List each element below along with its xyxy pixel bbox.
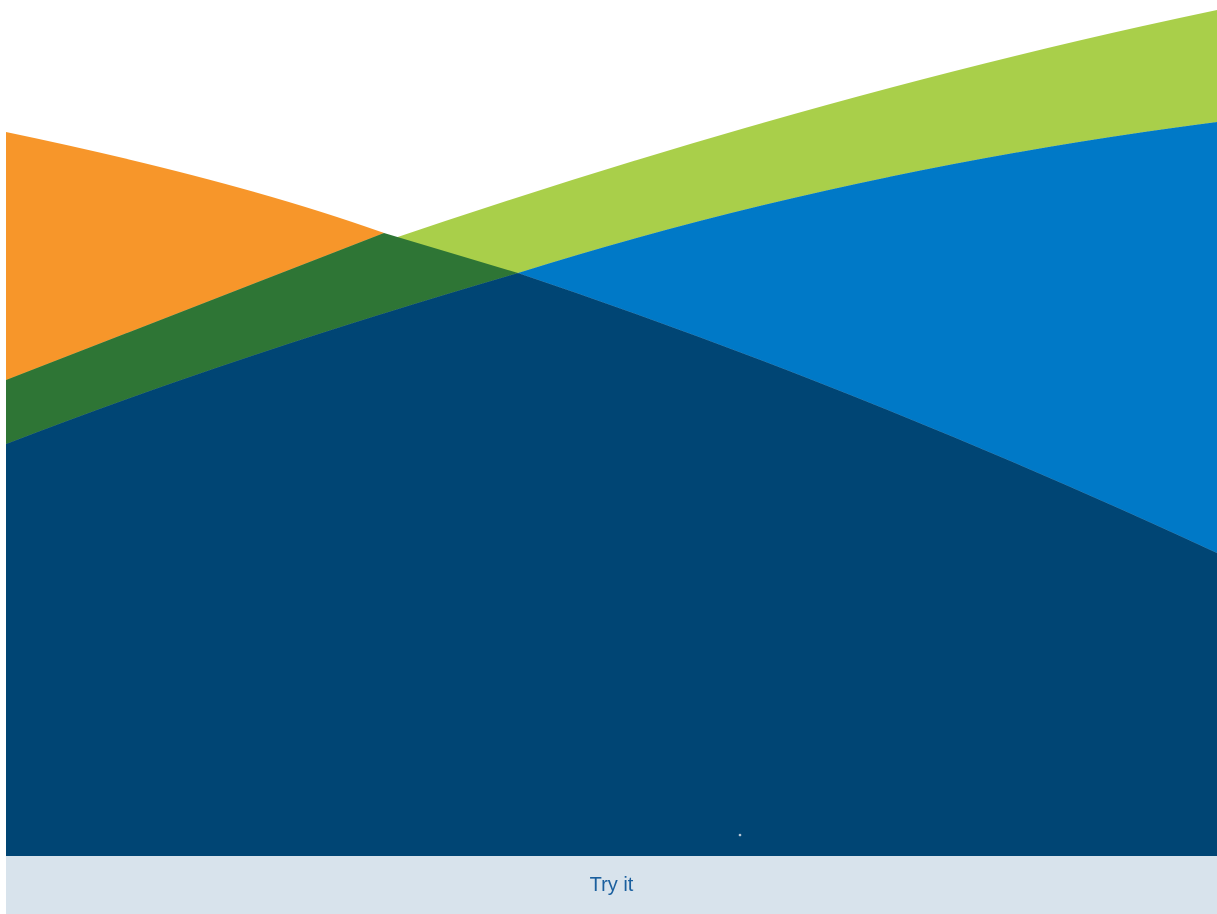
- hero-graphic: [6, 0, 1217, 856]
- dark-green-overlap: [6, 233, 518, 444]
- footer-bar: Try it: [6, 856, 1217, 914]
- orange-band: [6, 132, 384, 380]
- blue-region: [518, 122, 1217, 553]
- try-it-button[interactable]: Try it: [589, 873, 634, 896]
- hero-svg: [6, 10, 1217, 856]
- navy-region: [6, 273, 1217, 856]
- small-dot: [738, 833, 742, 837]
